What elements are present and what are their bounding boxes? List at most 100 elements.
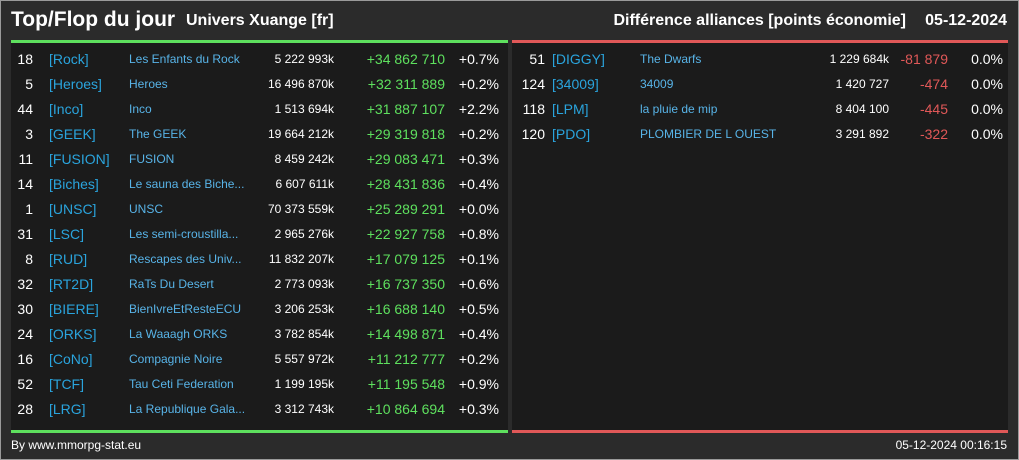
generated-timestamp: 05-12-2024 00:16:15 — [895, 438, 1007, 452]
top-rank: 16 — [17, 351, 33, 367]
flop-alliance-tag[interactable]: [PDO] — [552, 126, 591, 142]
top-row: 1 [UNSC] UNSC 70 373 559k +25 289 291 +0.0% — [11, 197, 508, 222]
top-difference: +22 927 758 — [366, 226, 445, 242]
flop-alliance-name[interactable]: la pluie de mip — [640, 102, 718, 116]
top-row: 3 [GEEK] The GEEK 19 664 212k +29 319 818 +0.… — [11, 122, 508, 147]
flop-rank: 118 — [522, 101, 545, 117]
top-percent: +0.2% — [458, 76, 499, 92]
top-points: 3 206 253k — [274, 302, 334, 316]
flop-row: 51 [DIGGY] The Dwarfs 1 229 684k -81 879 0.0% — [512, 47, 1008, 72]
top-row: 5 [Heroes] Heroes 16 496 870k +32 311 889 +0.… — [11, 72, 508, 97]
top-rank: 31 — [17, 226, 33, 242]
flop-alliance-name[interactable]: The Dwarfs — [640, 52, 702, 66]
top-points: 16 496 870k — [267, 77, 334, 91]
flop-alliance-tag[interactable]: [LPM] — [552, 101, 589, 117]
top-alliance-name[interactable]: FUSION — [129, 152, 175, 166]
top-alliance-tag[interactable]: [Heroes] — [49, 76, 102, 92]
top-alliance-tag[interactable]: [FUSION] — [49, 151, 110, 167]
flop-row: 120 [PDO] PLOMBIER DE L OUEST 3 291 892 -322… — [512, 122, 1008, 147]
top-alliance-tag[interactable]: [Inco] — [49, 101, 84, 117]
top-points: 1 199 195k — [274, 377, 334, 391]
flop-points: 1 229 684k — [829, 52, 889, 66]
top-points: 5 222 993k — [274, 52, 334, 66]
top-rank: 18 — [17, 51, 33, 67]
top-difference: +34 862 710 — [366, 51, 445, 67]
top-accent-bar-bottom — [11, 430, 508, 433]
top-alliance-tag[interactable]: [GEEK] — [49, 126, 96, 142]
page-title: Top/Flop du jour — [11, 8, 176, 31]
top-row: 11 [FUSION] FUSION 8 459 242k +29 083 471 +0.… — [11, 147, 508, 172]
flop-difference: -474 — [919, 76, 948, 92]
top-percent: +0.1% — [458, 251, 499, 267]
top-percent: +0.0% — [458, 201, 499, 217]
top-alliance-name[interactable]: The GEEK — [129, 127, 187, 141]
top-row: 28 [LRG] La Republique Gala... 3 312 743k +1… — [11, 397, 508, 422]
top-difference: +10 864 694 — [366, 401, 445, 417]
top-difference: +32 311 889 — [367, 76, 445, 92]
top-points: 6 607 611k — [275, 177, 335, 191]
top-percent: +0.2% — [458, 126, 499, 142]
top-percent: +0.2% — [458, 351, 499, 367]
top-points: 11 832 207k — [268, 252, 334, 266]
flop-alliance-name[interactable]: PLOMBIER DE L OUEST — [640, 127, 777, 141]
flop-rank: 124 — [521, 76, 545, 92]
top-alliance-tag[interactable]: [Rock] — [49, 51, 89, 67]
top-alliance-name[interactable]: Les Enfants du Rock — [129, 52, 240, 66]
header: Top/Flop du jour Univers Xuange [fr] Dif… — [0, 0, 1019, 40]
top-alliance-tag[interactable]: [RT2D] — [49, 276, 94, 292]
flop-alliance-name[interactable]: 34009 — [640, 77, 674, 91]
top-alliance-tag[interactable]: [CoNo] — [49, 351, 93, 367]
top-alliance-tag[interactable]: [LSC] — [49, 226, 85, 242]
top-alliance-tag[interactable]: [UNSC] — [49, 201, 97, 217]
top-rank: 44 — [17, 101, 33, 117]
top-percent: +0.6% — [458, 276, 499, 292]
site-credit: By www.mmorpg-stat.eu — [11, 438, 142, 452]
top-alliance-name[interactable]: La Waaagh ORKS — [129, 327, 228, 341]
top-rank: 5 — [25, 76, 33, 92]
top-alliance-tag[interactable]: [TCF] — [49, 376, 84, 392]
top-alliance-tag[interactable]: [BIERE] — [49, 301, 99, 317]
top-percent: +0.3% — [458, 151, 499, 167]
top-row: 14 [Biches] Le sauna des Biche... 6 607 611… — [11, 172, 508, 197]
top-percent: +0.9% — [458, 376, 499, 392]
top-percent: +0.5% — [458, 301, 499, 317]
top-alliance-name[interactable]: Inco — [129, 102, 152, 116]
flop-points: 8 404 100 — [835, 102, 889, 116]
top-alliance-name[interactable]: Les semi-croustilla... — [129, 227, 239, 241]
top-alliance-tag[interactable]: [RUD] — [49, 251, 88, 267]
top-alliance-name[interactable]: Rescapes des Univ... — [129, 252, 242, 266]
top-alliance-name[interactable]: La Republique Gala... — [129, 402, 246, 416]
top-points: 19 664 212k — [267, 127, 334, 141]
top-points: 2 965 276k — [274, 227, 334, 241]
top-points: 3 782 854k — [274, 327, 334, 341]
top-alliance-tag[interactable]: [Biches] — [49, 176, 99, 192]
top-rank: 28 — [17, 401, 33, 417]
flop-alliance-tag[interactable]: [DIGGY] — [552, 51, 605, 67]
top-rank: 30 — [17, 301, 33, 317]
ranking-subtitle: Différence alliances [points économie] — [613, 12, 906, 29]
flop-accent-bar-bottom — [512, 430, 1008, 433]
flop-points: 1 420 727 — [835, 77, 889, 91]
top-difference: +29 319 818 — [366, 126, 445, 142]
top-alliance-name[interactable]: Heroes — [129, 77, 168, 91]
top-points: 1 513 694k — [274, 102, 334, 116]
top-alliance-name[interactable]: Tau Ceti Federation — [129, 377, 234, 391]
top-percent: +0.3% — [458, 401, 499, 417]
top-alliance-tag[interactable]: [ORKS] — [49, 326, 97, 342]
top-percent: +2.2% — [458, 101, 499, 117]
top-row: 44 [Inco] Inco 1 513 694k +31 887 107 +2.2% — [11, 97, 508, 122]
top-rank: 3 — [25, 126, 33, 142]
flop-alliance-tag[interactable]: [34009] — [552, 76, 599, 92]
flop-rank: 51 — [529, 51, 545, 67]
top-alliance-name[interactable]: Le sauna des Biche... — [129, 177, 245, 191]
top-alliance-name[interactable]: BienIvreEtResteECU — [129, 302, 242, 316]
top-alliance-name[interactable]: RaTs Du Desert — [129, 277, 214, 291]
top-points: 3 312 743k — [274, 402, 334, 416]
top-alliance-name[interactable]: Compagnie Noire — [129, 352, 223, 366]
top-alliance-name[interactable]: UNSC — [129, 202, 164, 216]
top-rank: 8 — [25, 251, 33, 267]
top-accent-bar — [11, 40, 508, 43]
top-losers-panel: 51 [DIGGY] The Dwarfs 1 229 684k -81 879 0.0%… — [512, 43, 1008, 430]
flop-percent: 0.0% — [971, 101, 1003, 117]
top-alliance-tag[interactable]: [LRG] — [49, 401, 86, 417]
